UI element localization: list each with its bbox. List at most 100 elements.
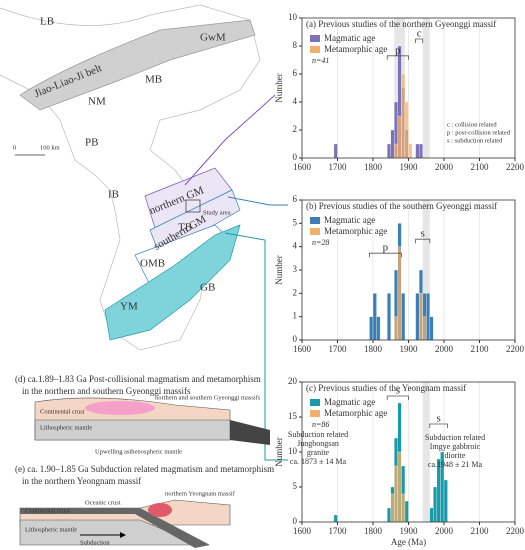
map-label: TB <box>178 222 192 234</box>
diagram-label: Continental crust <box>25 507 70 514</box>
bar <box>415 143 420 159</box>
y-tick-label: 4 <box>293 96 298 106</box>
bar <box>404 500 409 523</box>
bracket-label: s <box>396 385 400 397</box>
bar <box>372 293 377 341</box>
y-tick-label: 10 <box>288 12 298 22</box>
x-tick-label: 1800 <box>364 526 383 536</box>
bracket <box>386 55 409 60</box>
legend-swatch <box>310 217 320 224</box>
x-tick-label: 1600 <box>293 526 312 536</box>
x-tick-label: 2100 <box>471 162 490 172</box>
plot-frame <box>301 17 516 159</box>
bar <box>394 143 398 159</box>
chart-title: (c) Previous studies of the Yeongnam mas… <box>306 383 466 393</box>
legend-swatch <box>310 410 320 417</box>
y-axis-label: Number <box>274 437 284 467</box>
x-tick-label: 2000 <box>435 526 454 536</box>
bar <box>433 486 438 523</box>
chart-title: (a) Previous studies of the northern Gye… <box>306 19 496 29</box>
ym <box>104 224 241 341</box>
y-tick-label: 1 <box>293 311 298 321</box>
x-tick-label: 1800 <box>364 344 383 354</box>
x-tick-label: 1900 <box>400 344 419 354</box>
arrow <box>224 232 288 461</box>
diagram-label: Oceanic crust <box>85 499 121 506</box>
map-label: PB <box>85 137 98 149</box>
bracket-label: s <box>421 228 425 240</box>
y-tick-label: 3 <box>293 264 298 274</box>
bracket-label: s <box>437 413 441 425</box>
bar <box>333 514 338 523</box>
note: granite <box>307 448 330 457</box>
bar <box>397 115 402 159</box>
map-label: GB <box>200 282 215 294</box>
x-tick-label: 1900 <box>400 162 419 172</box>
y-tick-label: 6 <box>293 194 298 204</box>
bar <box>418 143 423 159</box>
diagram-e <box>19 499 231 548</box>
legend-swatch <box>310 46 320 53</box>
diagram-label: Continental crust <box>40 408 85 415</box>
study-box <box>185 199 201 213</box>
key-text: c : collision related <box>447 121 497 128</box>
x-tick-label: 1800 <box>364 162 383 172</box>
y-tick-label: 8 <box>293 40 298 50</box>
map-label: YM <box>120 301 138 313</box>
diagram-label: Subduction <box>80 539 110 546</box>
belt <box>19 19 256 111</box>
caption: (e) ca. 1.90–1.85 Ga Subduction related … <box>15 464 274 474</box>
shaded-band <box>422 18 430 158</box>
x-tick-label: 1700 <box>329 526 348 536</box>
bracket <box>415 38 424 43</box>
bar <box>443 479 448 523</box>
map-label: LB <box>40 16 54 28</box>
y-tick-label: 2 <box>293 124 298 134</box>
plot-frame <box>301 199 516 341</box>
note: Subduction related <box>425 433 485 442</box>
legend-label: Metamorphic age <box>324 226 387 236</box>
legend-swatch <box>310 399 320 406</box>
bar <box>369 316 374 341</box>
note: diorite <box>445 451 466 460</box>
map-label: MB <box>145 74 162 86</box>
diagram-label: Lithospheric mantle <box>25 526 77 533</box>
shaded-band <box>422 382 430 522</box>
map-label: Study area <box>203 209 231 216</box>
arrow <box>227 196 288 206</box>
caption: in the northern Yeongnam massif <box>22 476 141 486</box>
legend-label: Metamorphic age <box>324 44 387 54</box>
scale-label: 100 km <box>40 144 60 151</box>
bar <box>394 465 398 523</box>
shaded-band <box>422 200 430 340</box>
x-tick-label: 1700 <box>329 344 348 354</box>
legend-label: Metamorphic age <box>324 408 387 418</box>
bar <box>418 293 423 341</box>
y-axis-label: Number <box>274 255 284 285</box>
x-tick-label: 2100 <box>471 526 490 536</box>
bar <box>376 316 381 341</box>
x-tick-label: 2200 <box>506 526 525 536</box>
diagram-label: Upwelling asthenospheric mantle <box>95 448 182 455</box>
legend-label: Magmatic age <box>324 397 375 407</box>
diagram-label: northern Yeongnam massif <box>165 490 236 497</box>
n-label: n=86 <box>312 420 329 429</box>
y-tick-label: 20 <box>288 376 298 386</box>
bar <box>394 316 398 341</box>
bracket-label: c <box>417 28 422 40</box>
x-tick-label: 1600 <box>293 344 312 354</box>
legend-label: Magmatic age <box>324 215 375 225</box>
x-tick-label: 1900 <box>400 526 419 536</box>
bar <box>426 293 430 341</box>
bar <box>415 293 420 341</box>
slab <box>20 508 210 548</box>
y-tick-label: 5 <box>293 217 298 227</box>
slab <box>230 420 270 445</box>
n-label: n=41 <box>312 56 329 65</box>
diagram-label: northern and southern Gyeonggi massifs <box>155 394 261 401</box>
legend-label: Magmatic age <box>324 33 375 43</box>
scale-label: 0 <box>13 144 16 151</box>
bar <box>401 293 406 341</box>
x-axis-label: Age (Ma) <box>391 537 426 547</box>
y-tick-label: 4 <box>293 241 298 251</box>
